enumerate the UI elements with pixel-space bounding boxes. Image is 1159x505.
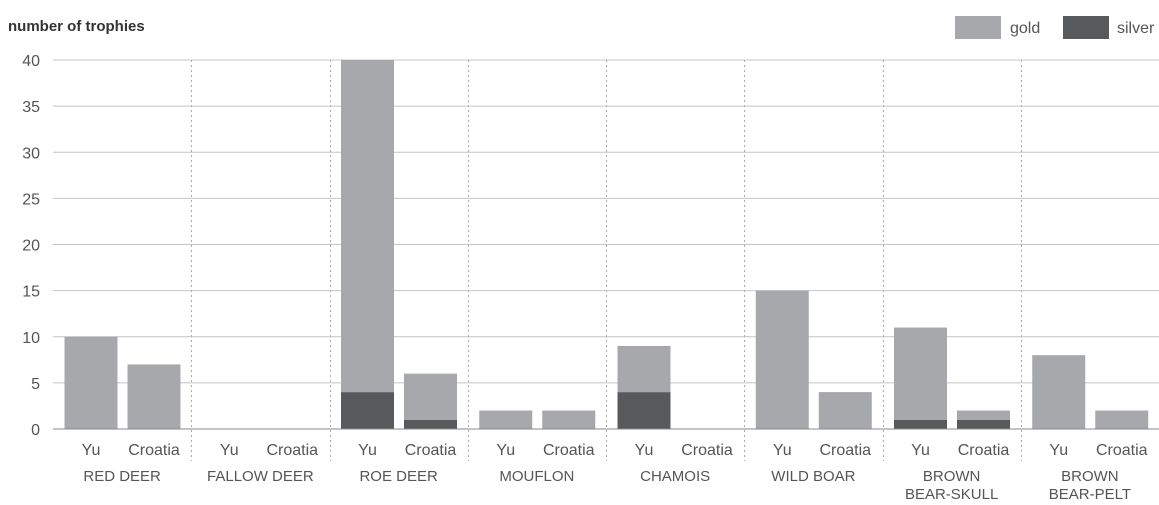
bar-gold: [542, 410, 596, 429]
legend-label-gold: gold: [1010, 20, 1040, 37]
subcategory-label: Yu: [635, 442, 654, 459]
y-tick-label: 40: [22, 53, 40, 70]
bar-gold: [341, 60, 394, 393]
y-tick-label: 25: [22, 191, 40, 208]
group-label: MOUFLON: [499, 468, 574, 485]
group-label: WILD BOAR: [771, 468, 855, 485]
group-label: BROWN: [1061, 468, 1119, 485]
bar-gold: [894, 327, 947, 420]
legend: gold silver: [955, 16, 1155, 39]
bar-silver: [957, 419, 1010, 429]
legend-swatch-gold: [955, 16, 1001, 39]
subcategory-label: Croatia: [128, 442, 180, 459]
subcategory-label: Yu: [82, 442, 101, 459]
subcategory-label: Yu: [358, 442, 377, 459]
bar-silver: [404, 419, 457, 429]
group-label: BEAR-SKULL: [905, 486, 998, 503]
bar-gold: [818, 392, 872, 429]
subcategory-label: Croatia: [958, 442, 1010, 459]
subcategory-label: Yu: [911, 442, 930, 459]
subcategory-label: Yu: [220, 442, 239, 459]
group-separators: [191, 60, 1022, 461]
subcategory-label: Croatia: [543, 442, 595, 459]
subcategory-label: Croatia: [819, 442, 871, 459]
subcategory-label: Croatia: [266, 442, 318, 459]
subcategory-label: Yu: [496, 442, 515, 459]
bar-gold: [755, 290, 809, 429]
bar-gold: [64, 336, 118, 429]
bar-gold: [127, 364, 181, 429]
bars: [64, 60, 1149, 429]
legend-swatch-silver: [1063, 16, 1109, 39]
axes: 0 5 10 15 20 25 30 35 40: [22, 53, 1159, 439]
labels: Yu Croatia RED DEER Yu Croatia FALLOW DEER Yu C…: [82, 442, 1148, 503]
bar-gold: [957, 410, 1010, 420]
bar-silver: [341, 392, 394, 429]
bar-gold: [1032, 355, 1086, 429]
subcategory-label: Yu: [773, 442, 792, 459]
subcategory-label: Croatia: [405, 442, 457, 459]
y-tick-label: 10: [22, 330, 40, 347]
group-label: BEAR-PELT: [1049, 486, 1131, 503]
legend-label-silver: silver: [1117, 20, 1155, 37]
y-tick-label: 0: [31, 422, 40, 439]
subcategory-label: Croatia: [1096, 442, 1148, 459]
group-label: RED DEER: [83, 468, 161, 485]
group-label: ROE DEER: [359, 468, 438, 485]
bar-gold: [404, 373, 457, 420]
bar-silver: [894, 419, 947, 429]
group-label: FALLOW DEER: [207, 468, 314, 485]
bar-gold: [617, 345, 671, 393]
y-axis-label: number of trophies: [8, 18, 145, 35]
y-tick-label: 15: [22, 284, 40, 301]
y-tick-label: 5: [31, 376, 40, 393]
subcategory-label: Croatia: [681, 442, 733, 459]
y-tick-label: 30: [22, 145, 40, 162]
y-tick-label: 35: [22, 99, 40, 116]
bar-gold: [1095, 410, 1149, 429]
bar-silver: [617, 392, 671, 429]
group-label: CHAMOIS: [640, 468, 710, 485]
group-label: BROWN: [923, 468, 981, 485]
subcategory-label: Yu: [1049, 442, 1068, 459]
bar-gold: [479, 410, 533, 429]
y-tick-label: 20: [22, 238, 40, 255]
